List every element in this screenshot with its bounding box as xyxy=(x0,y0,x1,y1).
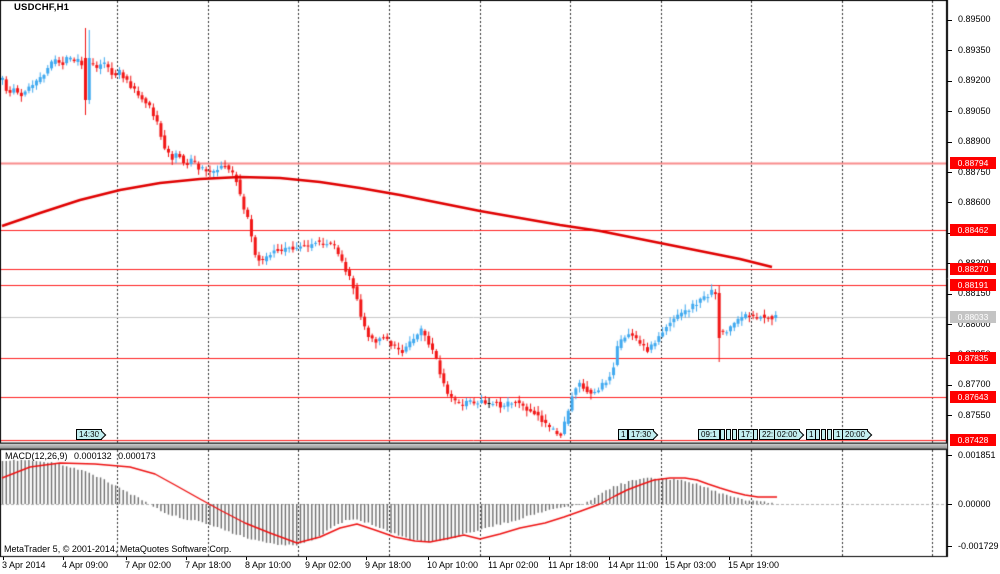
macd-name: MACD(12,26,9) xyxy=(5,451,68,461)
red-level-badge: 0.88462 xyxy=(950,224,996,237)
time-tick-mark xyxy=(428,557,429,560)
price-tick-mark xyxy=(947,202,952,204)
event-time-tag[interactable] xyxy=(726,429,731,440)
price-tick-label: 0.88150 xyxy=(958,288,991,299)
red-level-badge: 0.87835 xyxy=(950,351,996,364)
time-axis[interactable]: 3 Apr 2014 4 Apr 09:00 7 Apr 02:00 7 Apr 18… xyxy=(0,557,1000,574)
event-time-tag[interactable] xyxy=(815,429,820,440)
macd-tick-label: 0.001851 xyxy=(958,449,996,460)
event-time-tag[interactable]: 20:00 xyxy=(842,429,869,440)
price-tick-mark xyxy=(947,232,952,234)
macd-tick-label: -0.001729 xyxy=(958,540,999,551)
price-tick-label: 0.88000 xyxy=(958,318,991,329)
time-tick-mark xyxy=(609,557,610,560)
price-tick-mark xyxy=(947,415,952,417)
time-tick-mark xyxy=(489,557,490,560)
event-time-tag[interactable]: 17:30 xyxy=(628,429,655,440)
price-tick-label: 0.88900 xyxy=(958,136,991,147)
price-tick-mark xyxy=(947,263,952,265)
red-level-badge: 0.88270 xyxy=(950,263,996,276)
price-tick-mark xyxy=(947,19,952,21)
macd-value-main: 0.000132 xyxy=(74,451,112,461)
macd-value-signal: 0.000173 xyxy=(118,451,156,461)
current-price-badge: 0.88033 xyxy=(950,311,996,324)
panel-separator[interactable] xyxy=(0,443,947,449)
price-tick-mark xyxy=(947,293,952,295)
time-tick-mark xyxy=(3,557,4,560)
price-tick-label: 0.88300 xyxy=(958,258,991,268)
macd-tick-mark xyxy=(947,504,952,505)
event-time-tag[interactable] xyxy=(732,429,737,440)
red-level-badge: 0.87428 xyxy=(950,434,996,447)
copyright-text: MetaTrader 5, © 2001-2014, MetaQuotes So… xyxy=(4,544,232,554)
time-label: 9 Apr 02:00 xyxy=(305,560,352,570)
macd-tick-mark xyxy=(947,455,952,456)
price-tick-mark xyxy=(947,384,952,386)
price-tick-label: 0.88600 xyxy=(958,196,991,207)
event-time-tag[interactable]: 1 xyxy=(618,429,629,440)
time-label: 4 Apr 09:00 xyxy=(62,560,109,570)
price-tick-mark xyxy=(947,80,952,82)
time-label: 11 Apr 18:00 xyxy=(548,560,599,570)
price-tick-label: 0.89200 xyxy=(958,75,991,86)
time-label: 15 Apr 03:00 xyxy=(665,560,717,570)
time-label: 7 Apr 18:00 xyxy=(185,560,232,570)
time-tick-mark xyxy=(246,557,247,560)
time-label: 11 Apr 02:00 xyxy=(488,560,539,570)
macd-indicator-label: MACD(12,26,9) 0.000132 0.000173 xyxy=(5,451,160,461)
time-label: 3 Apr 2014 xyxy=(2,560,46,570)
time-tick-mark xyxy=(126,557,127,560)
event-time-tag[interactable]: 14:30 xyxy=(76,429,103,440)
event-time-tag[interactable] xyxy=(827,429,832,440)
price-tick-label: 0.89050 xyxy=(958,105,991,116)
macd-axis[interactable]: 0.001851 0.00000 -0.001729 xyxy=(947,449,1000,557)
time-label: 15 Apr 19:00 xyxy=(728,560,780,570)
time-tick-mark xyxy=(729,557,730,560)
time-tick-mark xyxy=(366,557,367,560)
price-tick-mark xyxy=(947,172,952,173)
price-tick-mark xyxy=(947,141,952,143)
event-time-tag[interactable]: 02:00 xyxy=(774,429,801,440)
time-label: 14 Apr 11:00 xyxy=(608,560,659,570)
event-time-tag[interactable] xyxy=(821,429,826,440)
red-level-badge: 0.88191 xyxy=(950,279,996,292)
time-tick-mark xyxy=(549,557,550,560)
price-tick-mark xyxy=(947,111,952,113)
macd-tick-label: 0.00000 xyxy=(958,498,991,509)
symbol-timeframe-label: USDCHF,H1 xyxy=(14,2,70,13)
time-tick-mark xyxy=(666,557,667,560)
time-label: 8 Apr 10:00 xyxy=(245,560,292,570)
price-tick-label: 0.89500 xyxy=(958,14,991,25)
price-tick-label: 0.87700 xyxy=(958,379,991,390)
price-tick-mark xyxy=(947,354,952,356)
price-tick-label: 0.87550 xyxy=(958,409,991,420)
time-label: 7 Apr 02:00 xyxy=(125,560,172,570)
price-axis[interactable]: 0.89500 0.89350 0.89200 0.89050 0.88900 0.887… xyxy=(947,0,1000,557)
time-label: 9 Apr 18:00 xyxy=(365,560,412,570)
price-tick-mark xyxy=(947,324,952,326)
time-tick-mark xyxy=(186,557,187,560)
red-level-badge: 0.88794 xyxy=(950,157,996,170)
macd-tick-mark xyxy=(947,546,952,547)
event-time-tag[interactable] xyxy=(753,429,758,440)
price-tick-mark xyxy=(947,50,952,52)
event-time-tag[interactable] xyxy=(720,429,725,440)
time-tick-mark xyxy=(306,557,307,560)
price-tick-label: 0.89350 xyxy=(958,44,991,55)
price-tick-label: 0.88750 xyxy=(958,166,991,177)
event-time-tag[interactable]: 09:1 xyxy=(698,429,720,440)
time-label: 10 Apr 10:00 xyxy=(427,560,479,570)
time-tick-mark xyxy=(63,557,64,560)
red-level-badge: 0.87643 xyxy=(950,390,996,403)
